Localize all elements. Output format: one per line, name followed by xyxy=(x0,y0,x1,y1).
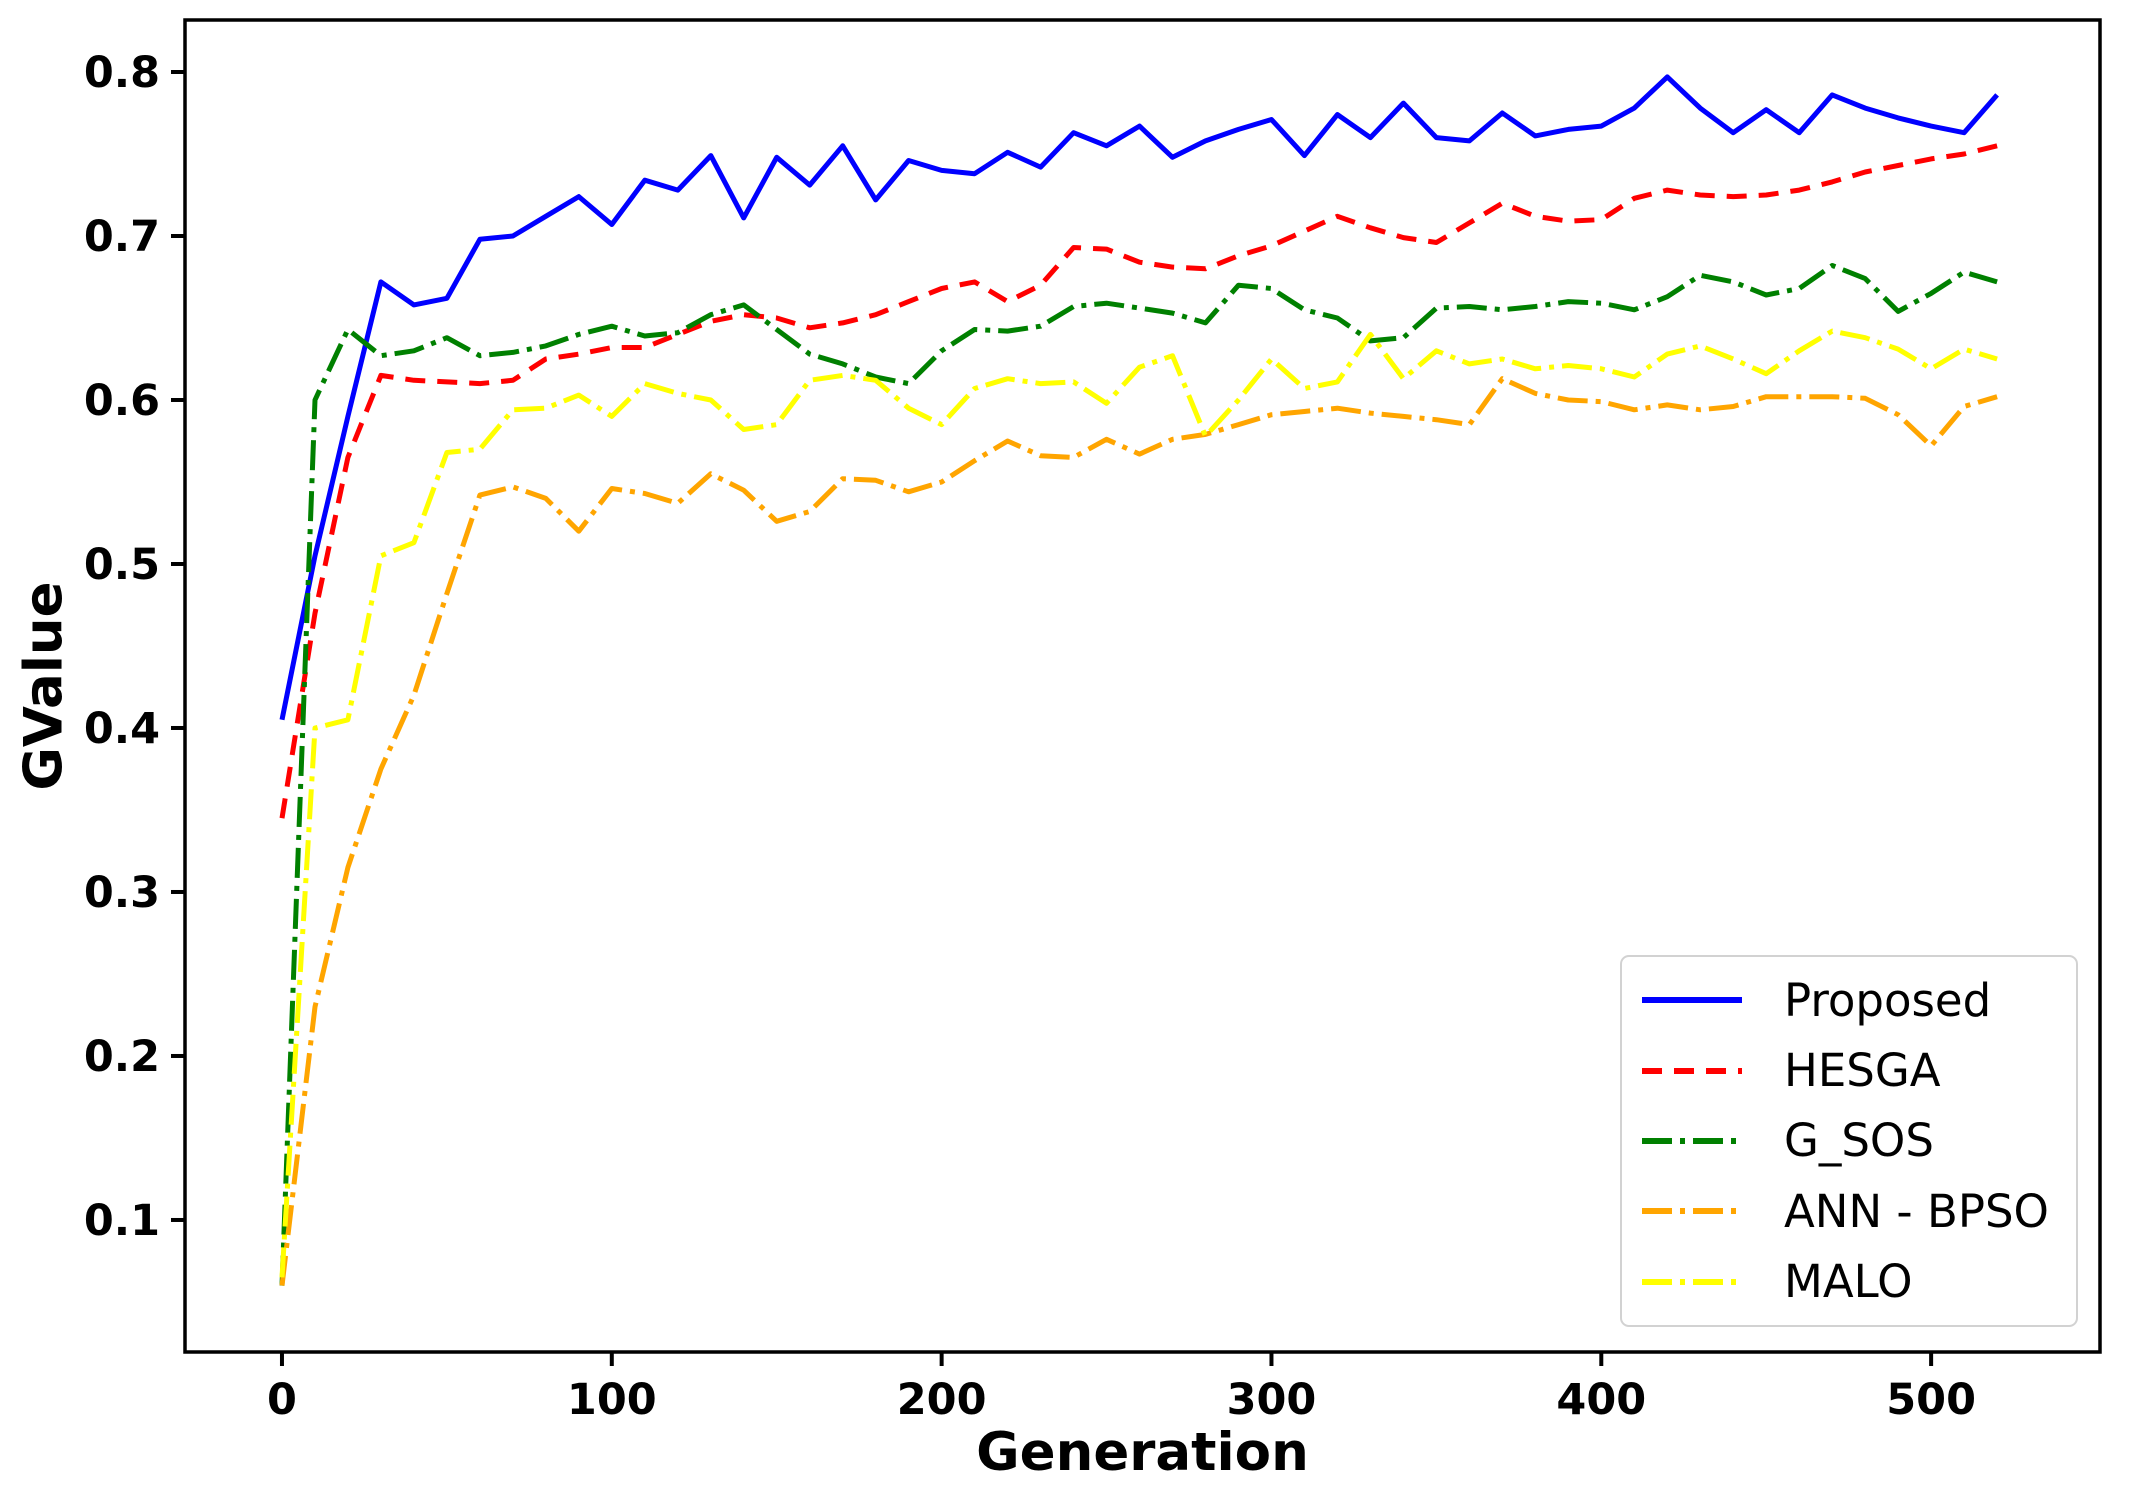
legend-item-g-sos: G_SOS xyxy=(1640,1118,2066,1163)
y-tick-label-0.8: 0.8 xyxy=(84,48,160,98)
legend-line-sample-malo xyxy=(1642,1278,1742,1285)
legend-item-ann-bpso: ANN - BPSO xyxy=(1640,1189,2066,1234)
x-tick-label-100: 100 xyxy=(567,1375,657,1425)
y-axis-title: GValue xyxy=(13,581,75,791)
series-line-proposed xyxy=(279,74,1999,721)
y-tick-label-0.4: 0.4 xyxy=(84,704,160,754)
legend-label-g-sos: G_SOS xyxy=(1784,1114,1934,1168)
legend-label-proposed: Proposed xyxy=(1784,973,1992,1027)
legend: Proposed HESGA G_SOS ANN - BPSO MALO xyxy=(1620,955,2078,1327)
x-tick-label-300: 300 xyxy=(1227,1375,1317,1425)
y-tick-label-0.5: 0.5 xyxy=(84,540,160,590)
x-tick-label-500: 500 xyxy=(1886,1375,1976,1425)
legend-label-malo: MALO xyxy=(1784,1255,1913,1309)
legend-line-sample-g-sos xyxy=(1642,1137,1742,1144)
y-tick-label-0.2: 0.2 xyxy=(84,1032,160,1082)
series-line-ann-bpso xyxy=(279,376,1998,1286)
series-line-g-sos xyxy=(279,263,1998,1286)
x-axis-title: Generation xyxy=(976,1422,1309,1483)
legend-line-sample-hesga xyxy=(1642,1067,1742,1074)
y-tick-label-0.3: 0.3 xyxy=(84,868,160,918)
legend-label-ann-bpso: ANN - BPSO xyxy=(1784,1184,2049,1238)
legend-line-sample-proposed xyxy=(1642,997,1742,1004)
plot-border xyxy=(183,18,2102,1354)
series-line-hesga xyxy=(279,143,1998,819)
x-tick-label-400: 400 xyxy=(1556,1375,1646,1425)
x-tick-label-0: 0 xyxy=(267,1375,297,1425)
legend-label-hesga: HESGA xyxy=(1784,1044,1941,1098)
series-line-malo xyxy=(279,328,1998,1278)
legend-item-malo: MALO xyxy=(1640,1259,2066,1304)
legend-item-hesga: HESGA xyxy=(1640,1048,2066,1093)
legend-line-sample-ann-bpso xyxy=(1642,1208,1742,1215)
y-tick-label-0.7: 0.7 xyxy=(84,212,160,262)
legend-item-proposed: Proposed xyxy=(1640,978,2066,1023)
y-tick-label-0.6: 0.6 xyxy=(84,376,160,426)
x-tick-label-200: 200 xyxy=(897,1375,987,1425)
y-tick-label-0.1: 0.1 xyxy=(84,1196,160,1246)
